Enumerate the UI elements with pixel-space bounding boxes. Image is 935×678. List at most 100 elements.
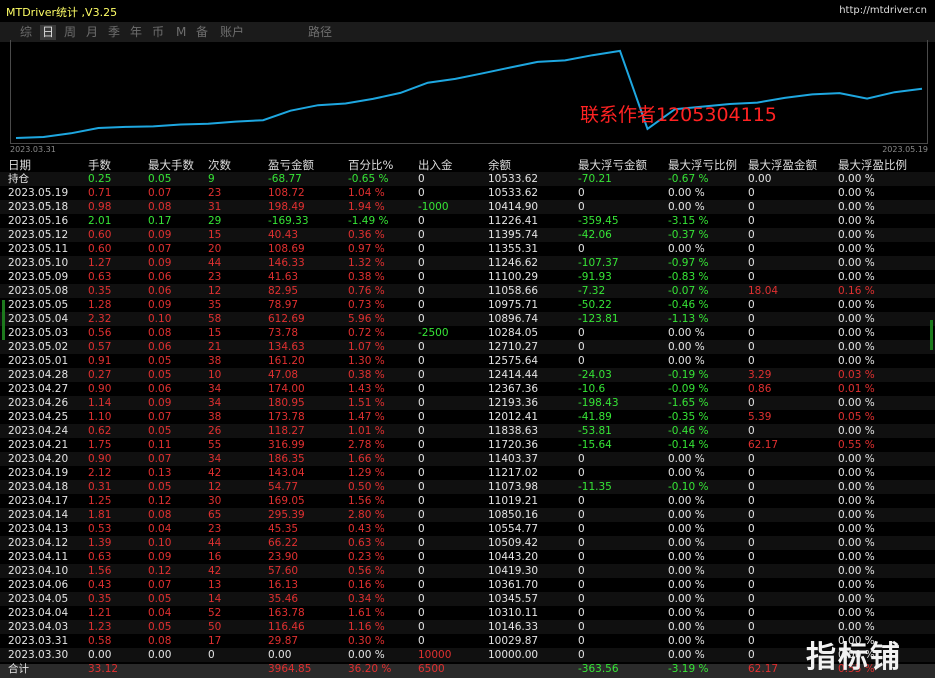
table-row[interactable]: 2023.04.21 1.75 0.11 55 316.99 2.78 % 0 11720.3… [0, 438, 935, 452]
table-cell: 0 [418, 271, 425, 283]
tab-4[interactable]: 季 [108, 25, 121, 39]
tab-9[interactable]: 账户 [220, 25, 245, 39]
table-cell: 0 [748, 621, 755, 633]
table-row[interactable]: 2023.04.28 0.27 0.05 10 47.08 0.38 % 0 12414.44… [0, 368, 935, 382]
column-header[interactable]: 手数 [88, 158, 111, 172]
table-row[interactable]: 2023.04.04 1.21 0.04 52 163.78 1.61 % 0 10310.1… [0, 606, 935, 620]
table-row[interactable]: 2023.05.02 0.57 0.06 21 134.63 1.07 % 0 12710.2… [0, 340, 935, 354]
table-row[interactable]: 2023.04.14 1.81 0.08 65 295.39 2.80 % 0 10850.1… [0, 508, 935, 522]
table-header: 日期 手数 最大手数 次数 盈亏金额 百分比% 出入金 余额 最大浮亏金额 最大浮亏比例 最大浮盈金… [0, 158, 935, 172]
table-row[interactable]: 2023.04.17 1.25 0.12 30 169.05 1.56 % 0 11019.2… [0, 494, 935, 508]
table-row[interactable]: 2023.04.13 0.53 0.04 23 45.35 0.43 % 0 10554.77… [0, 522, 935, 536]
app-url-link[interactable]: http://mtdriver.cn [839, 5, 927, 16]
tab-10[interactable]: 路径 [308, 25, 333, 39]
table-cell: 146.33 [268, 257, 305, 269]
table-row[interactable]: 2023.04.11 0.63 0.09 16 23.90 0.23 % 0 10443.20… [0, 550, 935, 564]
table-row[interactable]: 2023.04.12 1.39 0.10 44 66.22 0.63 % 0 10509.42… [0, 536, 935, 550]
table-cell: -2500 [418, 327, 449, 339]
table-row[interactable]: 2023.05.19 0.71 0.07 23 108.72 1.04 % 0 10533.6… [0, 186, 935, 200]
table-row[interactable]: 2023.05.18 0.98 0.08 31 198.49 1.94 % -1000 104… [0, 200, 935, 214]
table-cell: 2023.05.09 [8, 271, 69, 283]
table-cell: 0 [748, 355, 755, 367]
tab-0[interactable]: 综 [20, 25, 33, 39]
table-row[interactable]: 2023.05.05 1.28 0.09 35 78.97 0.73 % 0 10975.71… [0, 298, 935, 312]
table-cell: 10443.20 [488, 551, 539, 563]
table-cell: 0.34 % [348, 593, 385, 605]
table-cell: 0 [748, 229, 755, 241]
column-header[interactable]: 百分比% [348, 158, 394, 172]
column-header[interactable]: 最大手数 [148, 158, 194, 172]
table-cell: 0 [418, 495, 425, 507]
table-cell: 0 [578, 495, 585, 507]
tab-5[interactable]: 年 [130, 25, 143, 39]
tab-7[interactable]: M [176, 25, 187, 39]
table-cell: 2023.04.11 [8, 551, 69, 563]
table-row[interactable]: 2023.03.30 0.00 0.00 0 0.00 0.00 % 10000 10000.… [0, 648, 935, 662]
table-cell: 10284.05 [488, 327, 539, 339]
column-header[interactable]: 最大浮亏金额 [578, 158, 647, 172]
column-header[interactable]: 出入金 [418, 158, 453, 172]
table-cell: 10533.62 [488, 173, 539, 185]
table-cell: 2023.03.30 [8, 649, 69, 661]
table-cell: 23 [208, 523, 222, 535]
table-cell: 11019.21 [488, 495, 539, 507]
column-header[interactable]: 余额 [488, 158, 511, 172]
table-row[interactable]: 2023.04.26 1.14 0.09 34 180.95 1.51 % 0 12193.3… [0, 396, 935, 410]
table-row[interactable]: 2023.05.10 1.27 0.09 44 146.33 1.32 % 0 11246.6… [0, 256, 935, 270]
table-row[interactable]: 2023.05.16 2.01 0.17 29 -169.33 -1.49 % 0 11226… [0, 214, 935, 228]
table-cell: 0 [748, 481, 755, 493]
table-row[interactable]: 2023.04.03 1.23 0.05 50 116.46 1.16 % 0 10146.3… [0, 620, 935, 634]
tab-6[interactable]: 币 [152, 25, 165, 39]
table-row[interactable]: 2023.05.08 0.35 0.06 12 82.95 0.76 % 0 11058.66… [0, 284, 935, 298]
column-header[interactable]: 最大浮盈金额 [748, 158, 817, 172]
column-header[interactable]: 最大浮亏比例 [668, 158, 737, 172]
table-cell: 0.09 [148, 257, 172, 269]
table-cell: -53.81 [578, 425, 612, 437]
table-cell: 0.08 [148, 509, 172, 521]
table-row[interactable]: 2023.04.25 1.10 0.07 38 173.78 1.47 % 0 12012.4… [0, 410, 935, 424]
table-row[interactable]: 2023.04.27 0.90 0.06 34 174.00 1.43 % 0 12367.3… [0, 382, 935, 396]
table-row[interactable]: 2023.04.24 0.62 0.05 26 118.27 1.01 % 0 11838.6… [0, 424, 935, 438]
table-cell: 180.95 [268, 397, 305, 409]
table-cell: 34 [208, 383, 222, 395]
table-row[interactable]: 2023.04.18 0.31 0.05 12 54.77 0.50 % 0 11073.98… [0, 480, 935, 494]
table-cell: 0.05 [148, 369, 172, 381]
table-cell: 0.00 % [668, 607, 705, 619]
table-row[interactable]: 2023.04.19 2.12 0.13 42 143.04 1.29 % 0 11217.0… [0, 466, 935, 480]
table-cell: 0 [748, 271, 755, 283]
table-cell: 0.12 [148, 495, 172, 507]
table-row[interactable]: 2023.04.06 0.43 0.07 13 16.13 0.16 % 0 10361.70… [0, 578, 935, 592]
table-row[interactable]: 2023.05.03 0.56 0.08 15 73.78 0.72 % -2500 1028… [0, 326, 935, 340]
table-cell: 0 [418, 453, 425, 465]
table-row[interactable]: 2023.04.20 0.90 0.07 34 186.35 1.66 % 0 11403.3… [0, 452, 935, 466]
tab-1[interactable]: 日 [40, 25, 57, 40]
table-cell: -0.46 % [668, 425, 709, 437]
table-row[interactable]: 2023.04.10 1.56 0.12 42 57.60 0.56 % 0 10419.30… [0, 564, 935, 578]
column-header[interactable]: 盈亏金额 [268, 158, 314, 172]
table-cell: 2023.05.03 [8, 327, 69, 339]
table-cell: 0.00 % [668, 201, 705, 213]
column-header[interactable]: 日期 [8, 158, 31, 172]
column-header[interactable]: 最大浮盈比例 [838, 158, 907, 172]
table-row[interactable]: 2023.05.11 0.60 0.07 20 108.69 0.97 % 0 11355.3… [0, 242, 935, 256]
table-cell: -1.13 % [668, 313, 709, 325]
table-cell: 0.36 % [348, 229, 385, 241]
table-cell: 0.00 % [838, 607, 875, 619]
table-cell: 2023.05.12 [8, 229, 69, 241]
table-cell: 0.00 % [838, 579, 875, 591]
table-row[interactable]: 2023.05.01 0.91 0.05 38 161.20 1.30 % 0 12575.6… [0, 354, 935, 368]
table-cell: 2023.05.05 [8, 299, 69, 311]
table-row[interactable]: 持仓 0.25 0.05 9 -68.77 -0.65 % 0 10533.62 -70.21 -… [0, 172, 935, 186]
tab-8[interactable]: 备 [196, 25, 209, 39]
column-header[interactable]: 次数 [208, 158, 231, 172]
table-row[interactable]: 2023.03.31 0.58 0.08 17 29.87 0.30 % 0 10029.87… [0, 634, 935, 648]
totals-row[interactable]: 合计 33.12 3964.85 36.20 % 6500 -363.56 -3.19 % 6… [0, 662, 935, 676]
table-row[interactable]: 2023.05.09 0.63 0.06 23 41.63 0.38 % 0 11100.29… [0, 270, 935, 284]
right-scroll-edge [930, 320, 933, 350]
table-row[interactable]: 2023.05.04 2.32 0.10 58 612.69 5.96 % 0 10896.7… [0, 312, 935, 326]
table-row[interactable]: 2023.05.12 0.60 0.09 15 40.43 0.36 % 0 11395.74… [0, 228, 935, 242]
table-cell: 0.00 % [668, 565, 705, 577]
tab-3[interactable]: 月 [86, 25, 99, 39]
table-row[interactable]: 2023.04.05 0.35 0.05 14 35.46 0.34 % 0 10345.57… [0, 592, 935, 606]
tab-2[interactable]: 周 [64, 25, 77, 39]
